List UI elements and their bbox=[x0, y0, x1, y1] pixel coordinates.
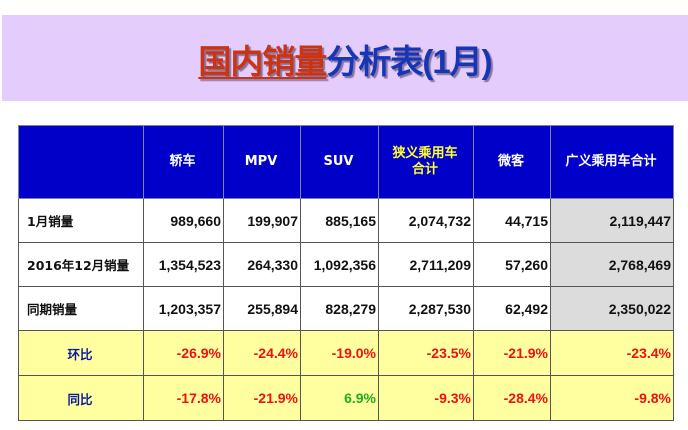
cell-narrow-total: 2,074,732 bbox=[378, 198, 474, 243]
cell-mpv: 199,907 bbox=[223, 198, 301, 243]
cell-narrow-total: -23.5% bbox=[378, 330, 474, 376]
row-label: 同期销量 bbox=[18, 286, 144, 331]
cell-narrow-total: 2,287,530 bbox=[378, 286, 474, 331]
header-narrow-line2: 合计 bbox=[411, 162, 438, 177]
header-suv: SUV bbox=[300, 125, 379, 199]
cell-suv: 6.9% bbox=[300, 375, 379, 421]
page-title: 国内销量分析表(1月) bbox=[198, 35, 492, 83]
header-narrow-line1: 狭义乘用车 bbox=[392, 146, 458, 161]
cell-suv: -19.0% bbox=[300, 330, 379, 376]
cell-narrow-total: 2,711,209 bbox=[378, 242, 474, 287]
cell-suv: 828,279 bbox=[300, 286, 379, 331]
table-row-same-period-sales: 同期销量 1,203,357 255,894 828,279 2,287,530… bbox=[18, 286, 674, 331]
row-label: 2016年12月销量 bbox=[18, 242, 144, 287]
header-mpv: MPV bbox=[223, 125, 301, 199]
header-corner bbox=[18, 125, 144, 199]
cell-mpv: -24.4% bbox=[223, 330, 301, 376]
cell-broad-total: 2,119,447 bbox=[550, 198, 674, 243]
cell-sedan: 989,660 bbox=[143, 198, 224, 243]
cell-sedan: -26.9% bbox=[143, 330, 224, 376]
table-row-yoy: 同比 -17.8% -21.9% 6.9% -9.3% -28.4% -9.8% bbox=[18, 375, 674, 421]
table-row-mom: 环比 -26.9% -24.4% -19.0% -23.5% -21.9% -2… bbox=[18, 330, 674, 376]
cell-mini-van: -28.4% bbox=[473, 375, 551, 421]
cell-mini-van: 62,492 bbox=[473, 286, 551, 331]
cell-suv: 885,165 bbox=[300, 198, 379, 243]
table-row-jan-sales: 1月销量 989,660 199,907 885,165 2,074,732 4… bbox=[18, 198, 674, 243]
header-row: 轿车 MPV SUV 狭义乘用车 合计 微客 广义乘用车合计 bbox=[18, 125, 674, 199]
cell-mpv: -21.9% bbox=[223, 375, 301, 421]
cell-broad-total: 2,768,469 bbox=[550, 242, 674, 287]
header-mini-van: 微客 bbox=[473, 125, 551, 199]
cell-sedan: 1,203,357 bbox=[143, 286, 224, 331]
header-broad-passenger-total: 广义乘用车合计 bbox=[550, 125, 674, 199]
cell-suv: 1,092,356 bbox=[300, 242, 379, 287]
cell-sedan: -17.8% bbox=[143, 375, 224, 421]
cell-mpv: 255,894 bbox=[223, 286, 301, 331]
row-label: 环比 bbox=[18, 330, 144, 376]
sales-analysis-table: 轿车 MPV SUV 狭义乘用车 合计 微客 广义乘用车合计 1月销量 989,6… bbox=[18, 125, 674, 421]
row-label: 1月销量 bbox=[18, 198, 144, 243]
header-sedan: 轿车 bbox=[143, 125, 224, 199]
table-row-dec-sales: 2016年12月销量 1,354,523 264,330 1,092,356 2… bbox=[18, 242, 674, 287]
cell-broad-total: -9.8% bbox=[550, 375, 674, 421]
header-narrow-passenger-total: 狭义乘用车 合计 bbox=[378, 125, 474, 199]
cell-sedan: 1,354,523 bbox=[143, 242, 224, 287]
cell-mini-van: 44,715 bbox=[473, 198, 551, 243]
cell-mini-van: -21.9% bbox=[473, 330, 551, 376]
cell-broad-total: 2,350,022 bbox=[550, 286, 674, 331]
cell-mpv: 264,330 bbox=[223, 242, 301, 287]
cell-mini-van: 57,260 bbox=[473, 242, 551, 287]
title-banner: 国内销量分析表(1月) bbox=[2, 15, 688, 101]
title-highlight: 国内销量 bbox=[198, 42, 327, 81]
cell-narrow-total: -9.3% bbox=[378, 375, 474, 421]
cell-broad-total: -23.4% bbox=[550, 330, 674, 376]
row-label: 同比 bbox=[18, 375, 144, 421]
title-rest: 分析表(1月) bbox=[326, 43, 492, 80]
